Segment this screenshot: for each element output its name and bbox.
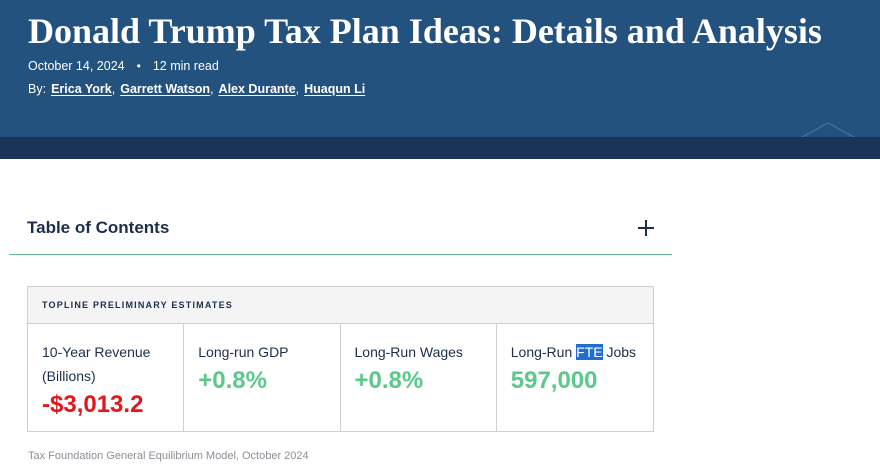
article-title: Donald Trump Tax Plan Ideas: Details and… (28, 11, 822, 51)
estimate-jobs-value: 597,000 (510, 367, 598, 394)
estimate-gdp-value: +0.8% (198, 367, 267, 394)
estimate-revenue-unit: (Billions) (42, 368, 96, 384)
author-link-watson[interactable]: Garrett Watson (120, 82, 211, 96)
header-bottom-band (0, 137, 880, 159)
estimates-header: TOPLINE PRELIMINARY ESTIMATES (28, 287, 653, 324)
meta-separator: • (136, 59, 141, 73)
author-link-durante[interactable]: Alex Durante (218, 82, 296, 96)
author-link-york[interactable]: Erica York (51, 82, 112, 96)
estimate-revenue: 10-Year Revenue (Billions) -$3,013.2 (28, 324, 185, 431)
estimate-gdp-label: Long-run GDP (198, 344, 289, 360)
plus-icon[interactable] (638, 219, 654, 236)
byline: By: Erica York, Garrett Watson, Alex Dur… (28, 82, 366, 96)
toc-title: Table of Contents (27, 217, 170, 237)
read-time: 12 min read (152, 59, 219, 73)
estimate-wages-label: Long-Run Wages (354, 344, 463, 360)
article-header: Donald Trump Tax Plan Ideas: Details and… (0, 0, 880, 159)
publish-date: October 14, 2024 (28, 59, 125, 73)
jobs-label-suffix: Jobs (602, 344, 637, 360)
estimate-jobs-label: Long-Run FTE Jobs (511, 340, 653, 364)
estimates-row: 10-Year Revenue (Billions) -$3,013.2 Lon… (28, 324, 653, 431)
estimate-revenue-value: -$3,013.2 (42, 391, 144, 418)
estimate-wages-value: +0.8% (354, 367, 424, 394)
estimate-revenue-label: 10-Year Revenue (42, 344, 151, 360)
article-meta: October 14, 2024 • 12 min read (28, 58, 219, 74)
jobs-label-selected-text: FTE (576, 344, 603, 360)
header-chevron-decoration (802, 122, 854, 137)
topline-estimates-table: TOPLINE PRELIMINARY ESTIMATES 10-Year Re… (27, 286, 654, 432)
jobs-label-prefix: Long-Run (510, 344, 577, 360)
author-link-li[interactable]: Huaqun Li (304, 82, 366, 96)
estimate-wages: Long-Run Wages +0.8% (341, 324, 497, 431)
byline-label: By: (28, 82, 47, 96)
estimate-gdp: Long-run GDP +0.8% (184, 324, 341, 431)
estimate-jobs: Long-Run FTE Jobs 597,000 (497, 324, 653, 431)
table-of-contents-toggle[interactable]: Table of Contents (9, 201, 672, 255)
source-note: Tax Foundation General Equilibrium Model… (28, 450, 309, 462)
